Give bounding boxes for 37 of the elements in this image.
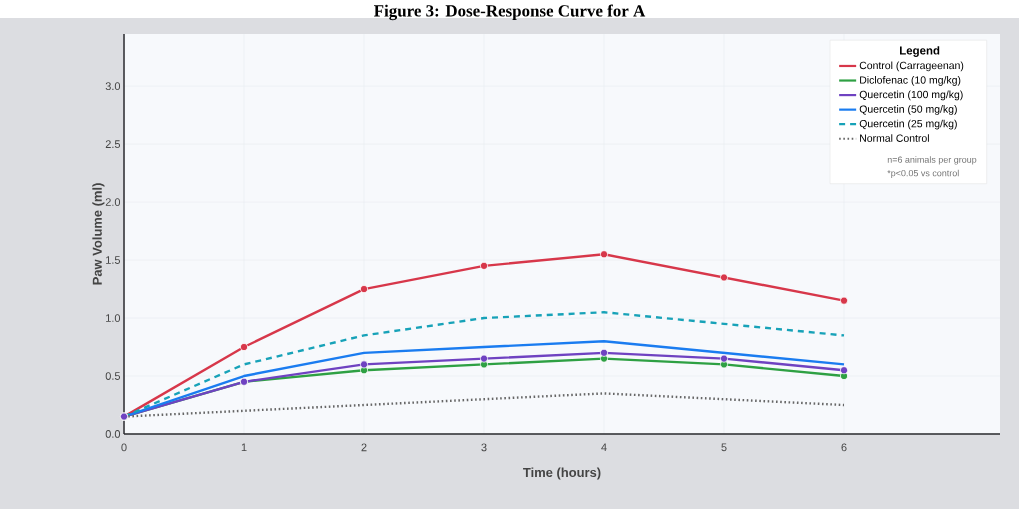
x-tick-label: 5 [721,443,727,452]
point [840,296,848,305]
point [480,261,488,270]
x-tick-label: 1 [241,443,247,452]
y-tick-label: 2.0 [105,198,121,206]
y-tick-label: 2.5 [105,140,121,149]
x-tick-label: 4 [601,443,607,452]
point [720,273,728,282]
legend-label: Control (Carrageenan) [859,61,964,72]
x-tick-label: 2 [361,443,367,452]
y-tick-label: 0.5 [105,372,121,380]
point [600,348,608,357]
y-axis-title: Paw Volume (ml) [92,183,105,285]
legend-label: Quercetin (100 mg/kg) [859,90,963,101]
y-tick-label: 1.5 [106,256,121,264]
legend-label: Quercetin (25 mg/kg) [859,119,957,130]
legend-label: Normal Control [860,134,929,142]
x-tick-label: 0 [121,443,127,452]
legend-label: Quercetin (50 mg/kg) [859,105,957,115]
y-tick-label: 1.0 [106,314,121,322]
legend-label: Diclofenac (10 mg/kg) [860,75,961,86]
x-axis-title: Time (hours) [523,467,601,480]
chart-title: Figure 3: Dose-Response Curve for A [374,4,646,21]
point [840,366,848,375]
x-tick-label: 3 [481,443,487,452]
point [240,343,248,352]
point [720,354,728,363]
y-tick-label: 0.0 [105,430,121,438]
x-tick-label: 6 [841,443,847,452]
annotation: n=6 animals per group [887,156,977,165]
annotation: *p<0.05 vs control [887,169,959,179]
point [360,360,368,369]
y-tick-label: 3.0 [105,82,121,91]
point [600,250,608,259]
point [480,354,488,363]
legend-title: Legend [900,46,940,57]
point [360,285,368,294]
